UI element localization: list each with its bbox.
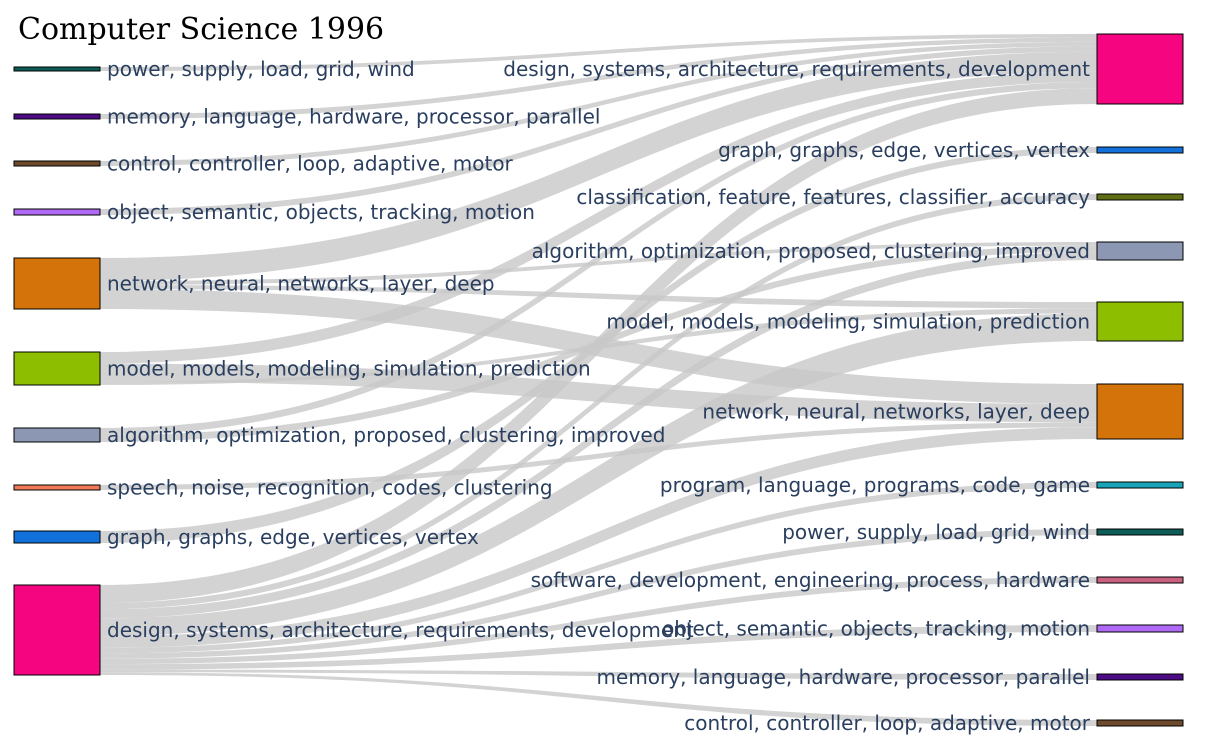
right-node-software: [1096, 576, 1184, 584]
flow-link: [100, 194, 1097, 610]
left-node-label: object, semantic, objects, tracking, mot…: [107, 200, 535, 224]
right-node-label: control, controller, loop, adaptive, mot…: [684, 711, 1091, 735]
right-node-design: [1096, 33, 1184, 105]
right-node-label: power, supply, load, grid, wind: [782, 520, 1090, 544]
left-node-network: [13, 257, 101, 310]
flow-link: [100, 51, 1097, 281]
flow-link: [100, 71, 1097, 364]
flow-link: [100, 363, 1097, 423]
right-node-object: [1096, 624, 1184, 633]
right-node-model: [1096, 301, 1184, 342]
flow-links: [100, 34, 1097, 726]
flow-link: [100, 422, 1097, 490]
right-node-algorithm: [1096, 241, 1184, 261]
right-node-label: network, neural, networks, layer, deep: [702, 400, 1090, 424]
left-node-label: memory, language, hardware, processor, p…: [107, 105, 600, 129]
right-node-label: graph, graphs, edge, vertices, vertex: [718, 138, 1090, 162]
right-node-program: [1096, 481, 1184, 489]
left-node-model: [13, 351, 101, 386]
right-node-label: design, systems, architecture, requireme…: [503, 57, 1090, 81]
flow-link: [100, 482, 1097, 654]
left-node-power: [13, 66, 101, 72]
left-node-memory: [13, 113, 101, 120]
topic-nodes: [13, 33, 1184, 727]
flow-link: [100, 242, 1097, 286]
flow-link: [100, 37, 1097, 119]
right-node-label: memory, language, hardware, processor, p…: [597, 665, 1090, 689]
right-node-classification: [1096, 193, 1184, 201]
flow-link: [100, 669, 1097, 680]
diagram-title: Computer Science 1996: [18, 12, 384, 47]
left-node-graph: [13, 530, 101, 544]
left-node-label: network, neural, networks, layer, deep: [107, 272, 495, 296]
flow-link: [100, 251, 1097, 619]
left-node-label: model, models, modeling, simulation, pre…: [107, 357, 591, 381]
left-node-label: graph, graphs, edge, vertices, vertex: [107, 525, 479, 549]
flow-link: [100, 427, 1097, 648]
left-node-label: power, supply, load, grid, wind: [107, 57, 415, 81]
flow-link: [100, 625, 1097, 670]
left-node-speech: [13, 484, 101, 491]
flow-link: [100, 577, 1097, 665]
left-node-label: control, controller, loop, adaptive, mot…: [107, 152, 514, 176]
right-node-label: algorithm, optimization, proposed, clust…: [532, 239, 1090, 263]
left-node-design: [13, 584, 101, 676]
flow-link: [100, 313, 1097, 637]
left-node-object: [13, 208, 101, 216]
right-node-label: software, development, engineering, proc…: [531, 568, 1090, 592]
right-node-graph: [1096, 146, 1184, 154]
flow-link: [100, 46, 1097, 216]
right-node-control: [1096, 719, 1184, 727]
right-node-memory: [1096, 673, 1184, 681]
right-node-power: [1096, 528, 1184, 536]
left-node-label: algorithm, optimization, proposed, clust…: [107, 423, 665, 447]
flow-link: [100, 81, 1097, 435]
right-node-label: classification, feature, features, class…: [576, 185, 1090, 209]
right-node-label: object, semantic, objects, tracking, mot…: [662, 617, 1090, 641]
flow-link: [100, 41, 1097, 166]
flow-link: [100, 88, 1097, 603]
left-node-label: design, systems, architecture, requireme…: [107, 618, 694, 642]
flow-link: [100, 285, 1097, 309]
left-node-control: [13, 160, 101, 167]
right-node-label: program, language, programs, code, game: [660, 473, 1090, 497]
topic-labels: power, supply, load, grid, wind memory, l…: [107, 57, 1091, 735]
right-node-label: model, models, modeling, simulation, pre…: [606, 310, 1090, 334]
right-node-network: [1096, 383, 1184, 440]
left-node-label: speech, noise, recognition, codes, clust…: [107, 476, 553, 500]
flow-link: [100, 672, 1097, 726]
left-node-algorithm: [13, 427, 101, 443]
flow-link: [100, 529, 1097, 659]
flow-link: [100, 34, 1097, 71]
